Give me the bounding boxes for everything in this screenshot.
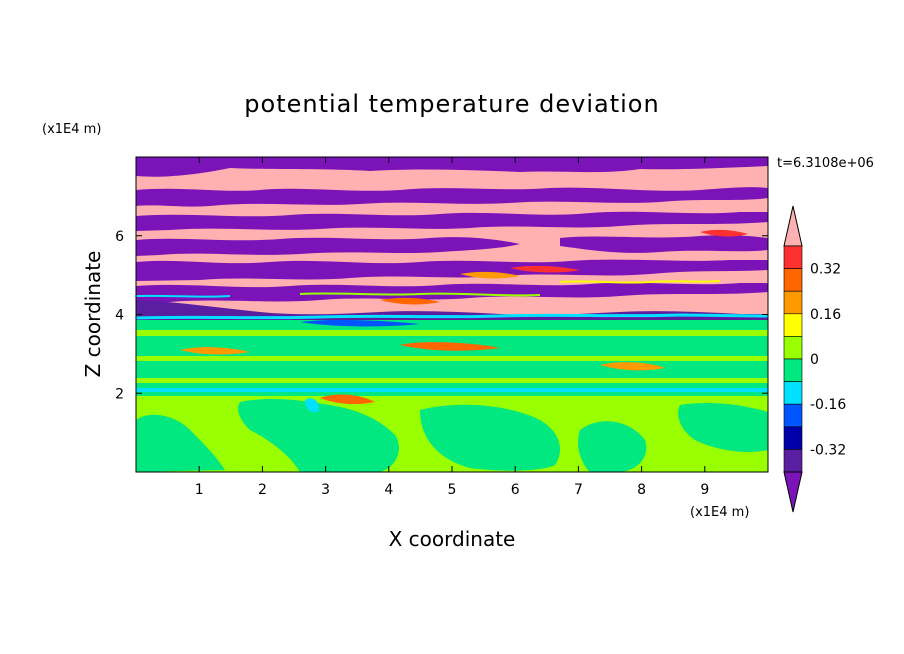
x-tick-label: 5 xyxy=(448,482,457,498)
colorbar-label: -0.32 xyxy=(810,442,846,458)
middle-streak xyxy=(600,362,665,371)
colorbar-swatch xyxy=(783,336,803,360)
y-axis-label: Z coordinate xyxy=(81,251,105,378)
purple-layer xyxy=(560,235,768,253)
x-tick-label: 3 xyxy=(321,482,330,498)
middle-streak xyxy=(400,342,500,351)
colorbar-swatch xyxy=(783,268,803,292)
middle-streak xyxy=(180,347,250,355)
interface-streak xyxy=(559,280,721,284)
purple-layer xyxy=(136,259,768,281)
interface-streak xyxy=(136,313,768,320)
middle-band xyxy=(136,356,768,361)
interface-streak xyxy=(380,297,440,305)
lower-green-patch xyxy=(578,421,647,472)
colorbar-swatch xyxy=(783,245,803,269)
interface-streak xyxy=(460,271,520,279)
middle-streak xyxy=(305,398,319,413)
time-label: t=6.3108e+06 xyxy=(777,156,874,171)
contour-field xyxy=(136,157,768,472)
lower-green-patch xyxy=(238,398,400,472)
colorbar-top-triangle xyxy=(783,205,803,247)
x-unit-label: (x1E4 m) xyxy=(690,505,749,520)
colorbar-swatch xyxy=(783,426,803,450)
colorbar-swatch xyxy=(783,358,803,382)
x-tick-label: 7 xyxy=(574,482,583,498)
x-tick-label: 9 xyxy=(700,482,709,498)
purple-layer xyxy=(136,237,520,256)
middle-streak xyxy=(300,319,420,327)
lower-green-patch xyxy=(420,404,560,471)
axes: 1 2 3 4 5 6 7 8 9 2 4 6 xyxy=(115,157,768,498)
colorbar-swatch xyxy=(783,313,803,337)
colorbar-label: -0.16 xyxy=(810,397,846,413)
y-tick-label: 6 xyxy=(115,229,124,245)
lower-green-patch xyxy=(678,402,768,452)
colorbar: 0.32 0.16 0 -0.16 -0.32 xyxy=(783,205,846,513)
colorbar-swatch xyxy=(783,290,803,315)
colorbar-label: 0.32 xyxy=(810,262,841,278)
x-tick-label: 6 xyxy=(511,482,520,498)
x-tick-label: 8 xyxy=(637,482,646,498)
colorbar-swatch xyxy=(783,403,803,428)
colorbar-bottom-triangle xyxy=(783,471,803,513)
lower-green-patch xyxy=(136,414,225,472)
middle-band xyxy=(136,388,768,392)
interface-streak xyxy=(136,294,231,298)
chart-title: potential temperature deviation xyxy=(244,90,659,118)
x-tick-label: 2 xyxy=(258,482,267,498)
interface-streak xyxy=(700,229,748,237)
colorbar-label: 0.16 xyxy=(810,307,841,323)
purple-layer xyxy=(136,211,768,231)
middle-band xyxy=(136,378,768,383)
y-tick-label: 4 xyxy=(115,308,124,324)
colorbar-swatch xyxy=(783,381,803,405)
interface-streak xyxy=(510,265,580,273)
colorbar-label: 0 xyxy=(810,352,819,368)
purple-layer xyxy=(136,187,768,207)
interface-streak xyxy=(299,292,541,297)
x-tick-label: 4 xyxy=(384,482,393,498)
x-axis-label: X coordinate xyxy=(389,527,516,551)
x-tick-label: 1 xyxy=(195,482,204,498)
colorbar-swatch xyxy=(783,449,803,473)
middle-band xyxy=(136,330,768,336)
middle-streak xyxy=(320,394,375,405)
purple-layer xyxy=(136,157,768,177)
y-unit-label: (x1E4 m) xyxy=(42,122,101,137)
y-tick-label: 2 xyxy=(115,386,124,402)
